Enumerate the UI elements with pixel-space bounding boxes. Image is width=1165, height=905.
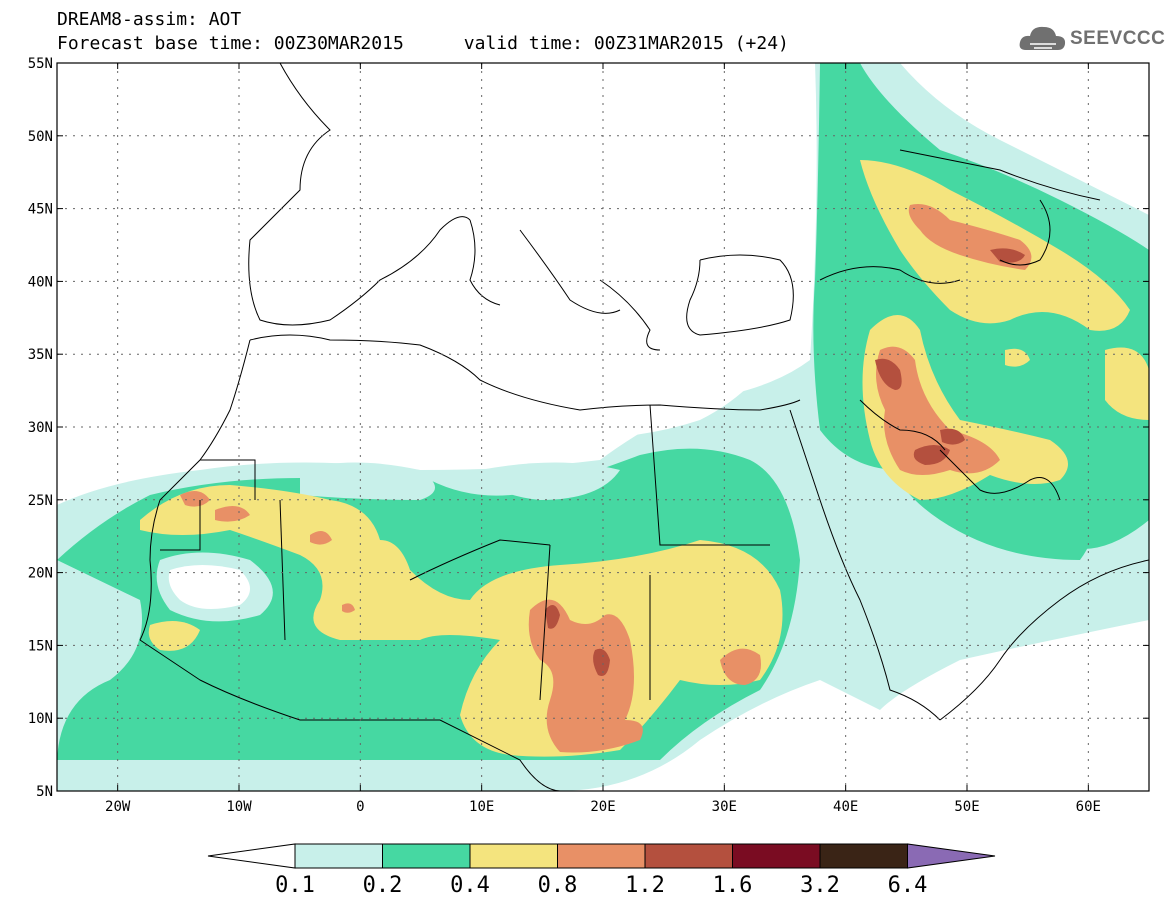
colorbar-label: 1.6 <box>713 873 753 898</box>
lat-axis: 55N 50N 45N 40N 35N 30N 25N 20N 15N 10N 5N <box>28 56 1149 800</box>
lat-tick-label: 55N <box>28 56 53 72</box>
logo-text: SEEVCCC <box>1070 28 1165 49</box>
lat-tick-label: 25N <box>28 493 53 509</box>
colorbar-over-arrow <box>907 843 996 869</box>
colorbar-label: 6.4 <box>888 873 928 898</box>
lat-tick-label: 50N <box>28 129 53 145</box>
colorbar-segment <box>294 843 383 869</box>
lon-tick-label: 20E <box>590 799 615 815</box>
lon-tick-label: 20W <box>105 799 131 815</box>
lat-tick-label: 20N <box>28 566 53 582</box>
colorbar: 0.1 0.2 0.4 0.8 1.2 1.6 3.2 6.4 <box>207 843 996 898</box>
lon-tick-label: 10W <box>226 799 252 815</box>
colorbar-label: 0.4 <box>450 873 490 898</box>
colorbar-label: 3.2 <box>800 873 840 898</box>
lon-tick-label: 10E <box>469 799 494 815</box>
lon-tick-label: 40E <box>833 799 858 815</box>
lon-tick-label: 60E <box>1076 799 1101 815</box>
colorbar-under-arrow <box>207 843 296 869</box>
colorbar-label: 0.1 <box>275 873 315 898</box>
aot-contours <box>57 63 1149 791</box>
lat-tick-label: 35N <box>28 347 53 363</box>
lat-tick-label: 40N <box>28 274 53 290</box>
colorbar-label: 0.2 <box>363 873 403 898</box>
colorbar-segment <box>382 843 471 869</box>
colorbar-segment <box>732 843 821 869</box>
map-title: DREAM8-assim: AOT <box>57 9 242 30</box>
lat-tick-label: 30N <box>28 420 53 436</box>
map-subtitle: Forecast base time: 00Z30MAR2015 valid ti… <box>57 34 789 54</box>
colorbar-segment <box>819 843 908 869</box>
colorbar-segment <box>557 843 646 869</box>
seevccc-logo: SEEVCCC <box>1018 22 1165 56</box>
cloud-icon <box>1019 26 1066 50</box>
lat-tick-label: 15N <box>28 638 53 654</box>
lat-tick-label: 5N <box>36 784 53 800</box>
lon-axis: 20W 10W 0 10E 20E 30E 40E 50E 60E <box>105 63 1101 815</box>
valid-time: valid time: 00Z31MAR2015 (+24) <box>463 33 789 54</box>
colorbar-segment <box>644 843 733 869</box>
grid-lines <box>57 63 1149 791</box>
lat-tick-label: 45N <box>28 202 53 218</box>
coastlines <box>139 63 1149 791</box>
lat-tick-label: 10N <box>28 711 53 727</box>
lon-tick-label: 0 <box>356 799 364 815</box>
lon-tick-label: 50E <box>954 799 979 815</box>
colorbar-label: 0.8 <box>538 873 578 898</box>
base-time: Forecast base time: 00Z30MAR2015 <box>57 33 404 54</box>
lon-tick-label: 30E <box>712 799 737 815</box>
colorbar-label: 1.2 <box>625 873 665 898</box>
colorbar-segment <box>469 843 558 869</box>
